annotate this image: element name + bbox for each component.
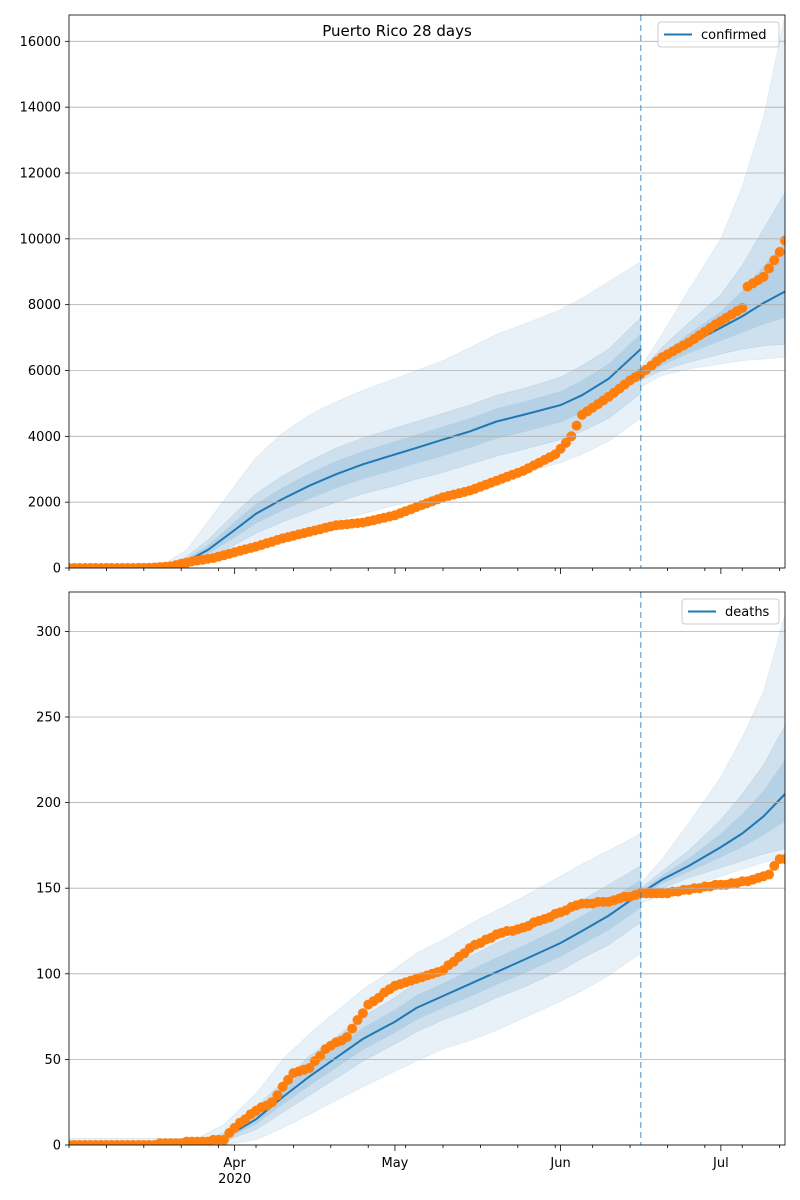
observed-points: [69, 235, 785, 568]
axes-frame: [68, 14, 786, 569]
x-tick-label: Apr: [223, 1156, 246, 1171]
observed-point: [737, 303, 748, 313]
observed-point: [774, 247, 785, 257]
observed-point: [764, 263, 774, 274]
y-tick-label: 200: [36, 796, 61, 811]
y-tick-label: 16000: [20, 35, 61, 50]
y-tick-label: 8000: [28, 298, 61, 313]
y-tick-label: 50: [44, 1053, 61, 1068]
y-tick-label: 150: [36, 882, 61, 897]
observed-point: [769, 255, 780, 266]
observed-point: [769, 860, 780, 871]
observed-point: [304, 1063, 315, 1073]
forecast-median-line: [640, 793, 785, 895]
x-tick-label: Jul: [712, 1156, 729, 1171]
observed-point: [780, 854, 785, 865]
legend-box: [681, 598, 780, 625]
y-tick-label: 100: [36, 967, 61, 982]
y-tick-label: 6000: [28, 364, 61, 379]
observed-point: [347, 1023, 358, 1034]
x-tick-label: Jun: [549, 1156, 570, 1171]
axes-frame: [68, 591, 786, 1146]
x-tick-label: May: [381, 1156, 408, 1171]
observed-point: [780, 235, 785, 246]
y-tick-label: 2000: [28, 496, 61, 511]
y-tick-label: 300: [36, 625, 61, 640]
observed-point: [357, 1008, 368, 1019]
confirmed-panel: 0 2000 4000 6000 8000 10000 12000 14000 16000 con…: [20, 14, 786, 577]
observed-point: [560, 437, 571, 448]
observed-point: [341, 1032, 352, 1043]
plot-area: [69, 614, 785, 1145]
y-tick-label: 14000: [20, 101, 61, 116]
y-tick-label: 4000: [28, 430, 61, 445]
chart-title: Puerto Rico 28 days: [322, 22, 472, 40]
observed-point: [571, 420, 582, 431]
observed-point: [272, 1090, 283, 1101]
y-tick-label: 0: [53, 1139, 61, 1154]
forecast-inner-band: [640, 192, 785, 381]
y-tick-label: 12000: [20, 167, 61, 182]
observed-point: [764, 869, 774, 880]
fit-outer-band: [69, 832, 641, 1145]
y-tick-label: 250: [36, 710, 61, 725]
observed-point: [352, 1015, 363, 1025]
legend-label: confirmed: [701, 28, 767, 43]
y-tick-label: 0: [53, 562, 61, 577]
legend-label: deaths: [725, 605, 770, 620]
observed-points: [69, 854, 785, 1145]
forecast-inner-band: [640, 725, 785, 899]
x-tick-sublabel: 2020: [218, 1172, 251, 1187]
observed-point: [758, 271, 769, 282]
plot-area: [69, 15, 785, 568]
y-tick-label: 10000: [20, 232, 61, 247]
forecast-core-band: [640, 759, 785, 896]
observed-point: [277, 1081, 288, 1092]
observed-point: [267, 1097, 277, 1108]
forecast-outer-band: [640, 15, 785, 388]
legend-box: [657, 21, 780, 48]
legend: deaths: [681, 598, 780, 625]
observed-point: [219, 1134, 229, 1145]
observed-point: [315, 1051, 326, 1061]
observed-point: [283, 1074, 294, 1085]
legend: confirmed: [657, 21, 780, 48]
